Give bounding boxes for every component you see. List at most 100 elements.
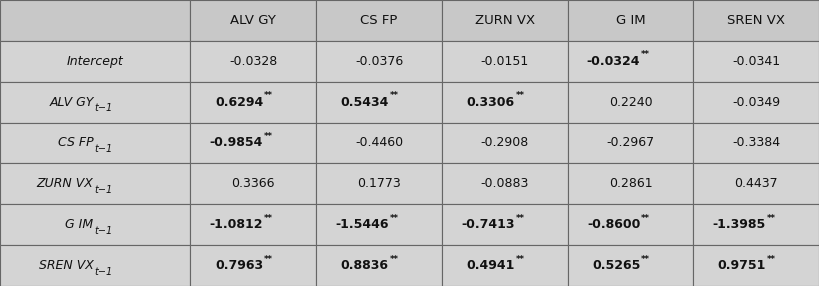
- Text: 0.2240: 0.2240: [609, 96, 652, 109]
- Bar: [442, 163, 568, 204]
- Bar: [442, 82, 568, 123]
- Text: **: **: [264, 255, 273, 263]
- Bar: [0, 204, 191, 245]
- Text: -0.7413: -0.7413: [461, 218, 514, 231]
- Bar: [442, 0, 568, 41]
- Bar: [0, 0, 191, 41]
- Text: t−1: t−1: [94, 103, 113, 113]
- Text: CS FP: CS FP: [360, 14, 398, 27]
- Text: -0.2908: -0.2908: [481, 136, 529, 150]
- Bar: [316, 204, 442, 245]
- Text: 0.4437: 0.4437: [735, 177, 778, 190]
- Text: t−1: t−1: [94, 185, 113, 195]
- Text: t−1: t−1: [94, 226, 113, 236]
- Bar: [191, 123, 316, 163]
- Text: SREN VX: SREN VX: [38, 259, 93, 272]
- Text: -0.0324: -0.0324: [586, 55, 640, 68]
- Text: -1.3985: -1.3985: [713, 218, 766, 231]
- Text: 0.8836: 0.8836: [341, 259, 389, 272]
- Text: CS FP: CS FP: [58, 136, 93, 150]
- Bar: [694, 204, 819, 245]
- Bar: [568, 204, 694, 245]
- Text: -0.2967: -0.2967: [606, 136, 654, 150]
- Bar: [0, 123, 191, 163]
- Bar: [694, 163, 819, 204]
- Text: 0.5265: 0.5265: [592, 259, 640, 272]
- Text: -1.5446: -1.5446: [335, 218, 389, 231]
- Text: ZURN VX: ZURN VX: [37, 177, 93, 190]
- Text: G IM: G IM: [616, 14, 645, 27]
- Text: **: **: [264, 91, 273, 100]
- Bar: [694, 82, 819, 123]
- Bar: [568, 163, 694, 204]
- Bar: [191, 82, 316, 123]
- Bar: [316, 41, 442, 82]
- Text: 0.3366: 0.3366: [232, 177, 275, 190]
- Bar: [442, 41, 568, 82]
- Text: -0.4460: -0.4460: [355, 136, 403, 150]
- Bar: [694, 245, 819, 286]
- Text: 0.2861: 0.2861: [609, 177, 652, 190]
- Text: 0.6294: 0.6294: [215, 96, 263, 109]
- Bar: [316, 0, 442, 41]
- Text: **: **: [767, 214, 776, 223]
- Bar: [694, 123, 819, 163]
- Text: **: **: [515, 214, 524, 223]
- Bar: [568, 123, 694, 163]
- Text: 0.1773: 0.1773: [357, 177, 401, 190]
- Text: -0.0376: -0.0376: [355, 55, 403, 68]
- Bar: [694, 41, 819, 82]
- Text: -0.0328: -0.0328: [229, 55, 278, 68]
- Bar: [316, 245, 442, 286]
- Text: **: **: [390, 91, 399, 100]
- Bar: [191, 0, 316, 41]
- Text: -0.9854: -0.9854: [210, 136, 263, 150]
- Bar: [0, 41, 191, 82]
- Text: **: **: [390, 255, 399, 263]
- Bar: [442, 204, 568, 245]
- Bar: [568, 82, 694, 123]
- Text: -0.8600: -0.8600: [587, 218, 640, 231]
- Text: -0.0151: -0.0151: [481, 55, 529, 68]
- Text: -0.3384: -0.3384: [732, 136, 781, 150]
- Text: -1.0812: -1.0812: [210, 218, 263, 231]
- Text: Intercept: Intercept: [67, 55, 124, 68]
- Text: -0.0341: -0.0341: [732, 55, 781, 68]
- Text: t−1: t−1: [94, 267, 113, 277]
- Text: **: **: [264, 214, 273, 223]
- Bar: [191, 204, 316, 245]
- Text: ALV GY: ALV GY: [230, 14, 276, 27]
- Bar: [191, 41, 316, 82]
- Text: ZURN VX: ZURN VX: [475, 14, 535, 27]
- Bar: [316, 163, 442, 204]
- Bar: [568, 0, 694, 41]
- Text: -0.0349: -0.0349: [732, 96, 781, 109]
- Text: **: **: [641, 50, 650, 59]
- Text: **: **: [767, 255, 776, 263]
- Bar: [0, 245, 191, 286]
- Text: **: **: [515, 91, 524, 100]
- Text: **: **: [641, 214, 650, 223]
- Text: **: **: [515, 255, 524, 263]
- Text: 0.5434: 0.5434: [341, 96, 389, 109]
- Bar: [191, 163, 316, 204]
- Text: **: **: [264, 132, 273, 141]
- Text: ALV GY: ALV GY: [49, 96, 93, 109]
- Text: G IM: G IM: [66, 218, 93, 231]
- Text: 0.7963: 0.7963: [215, 259, 263, 272]
- Text: **: **: [641, 255, 650, 263]
- Text: 0.3306: 0.3306: [467, 96, 514, 109]
- Text: t−1: t−1: [94, 144, 113, 154]
- Bar: [316, 82, 442, 123]
- Text: 0.4941: 0.4941: [466, 259, 514, 272]
- Text: SREN VX: SREN VX: [727, 14, 785, 27]
- Bar: [0, 82, 191, 123]
- Text: 0.9751: 0.9751: [717, 259, 766, 272]
- Text: -0.0883: -0.0883: [481, 177, 529, 190]
- Bar: [568, 41, 694, 82]
- Text: **: **: [390, 214, 399, 223]
- Bar: [191, 245, 316, 286]
- Bar: [442, 245, 568, 286]
- Bar: [694, 0, 819, 41]
- Bar: [442, 123, 568, 163]
